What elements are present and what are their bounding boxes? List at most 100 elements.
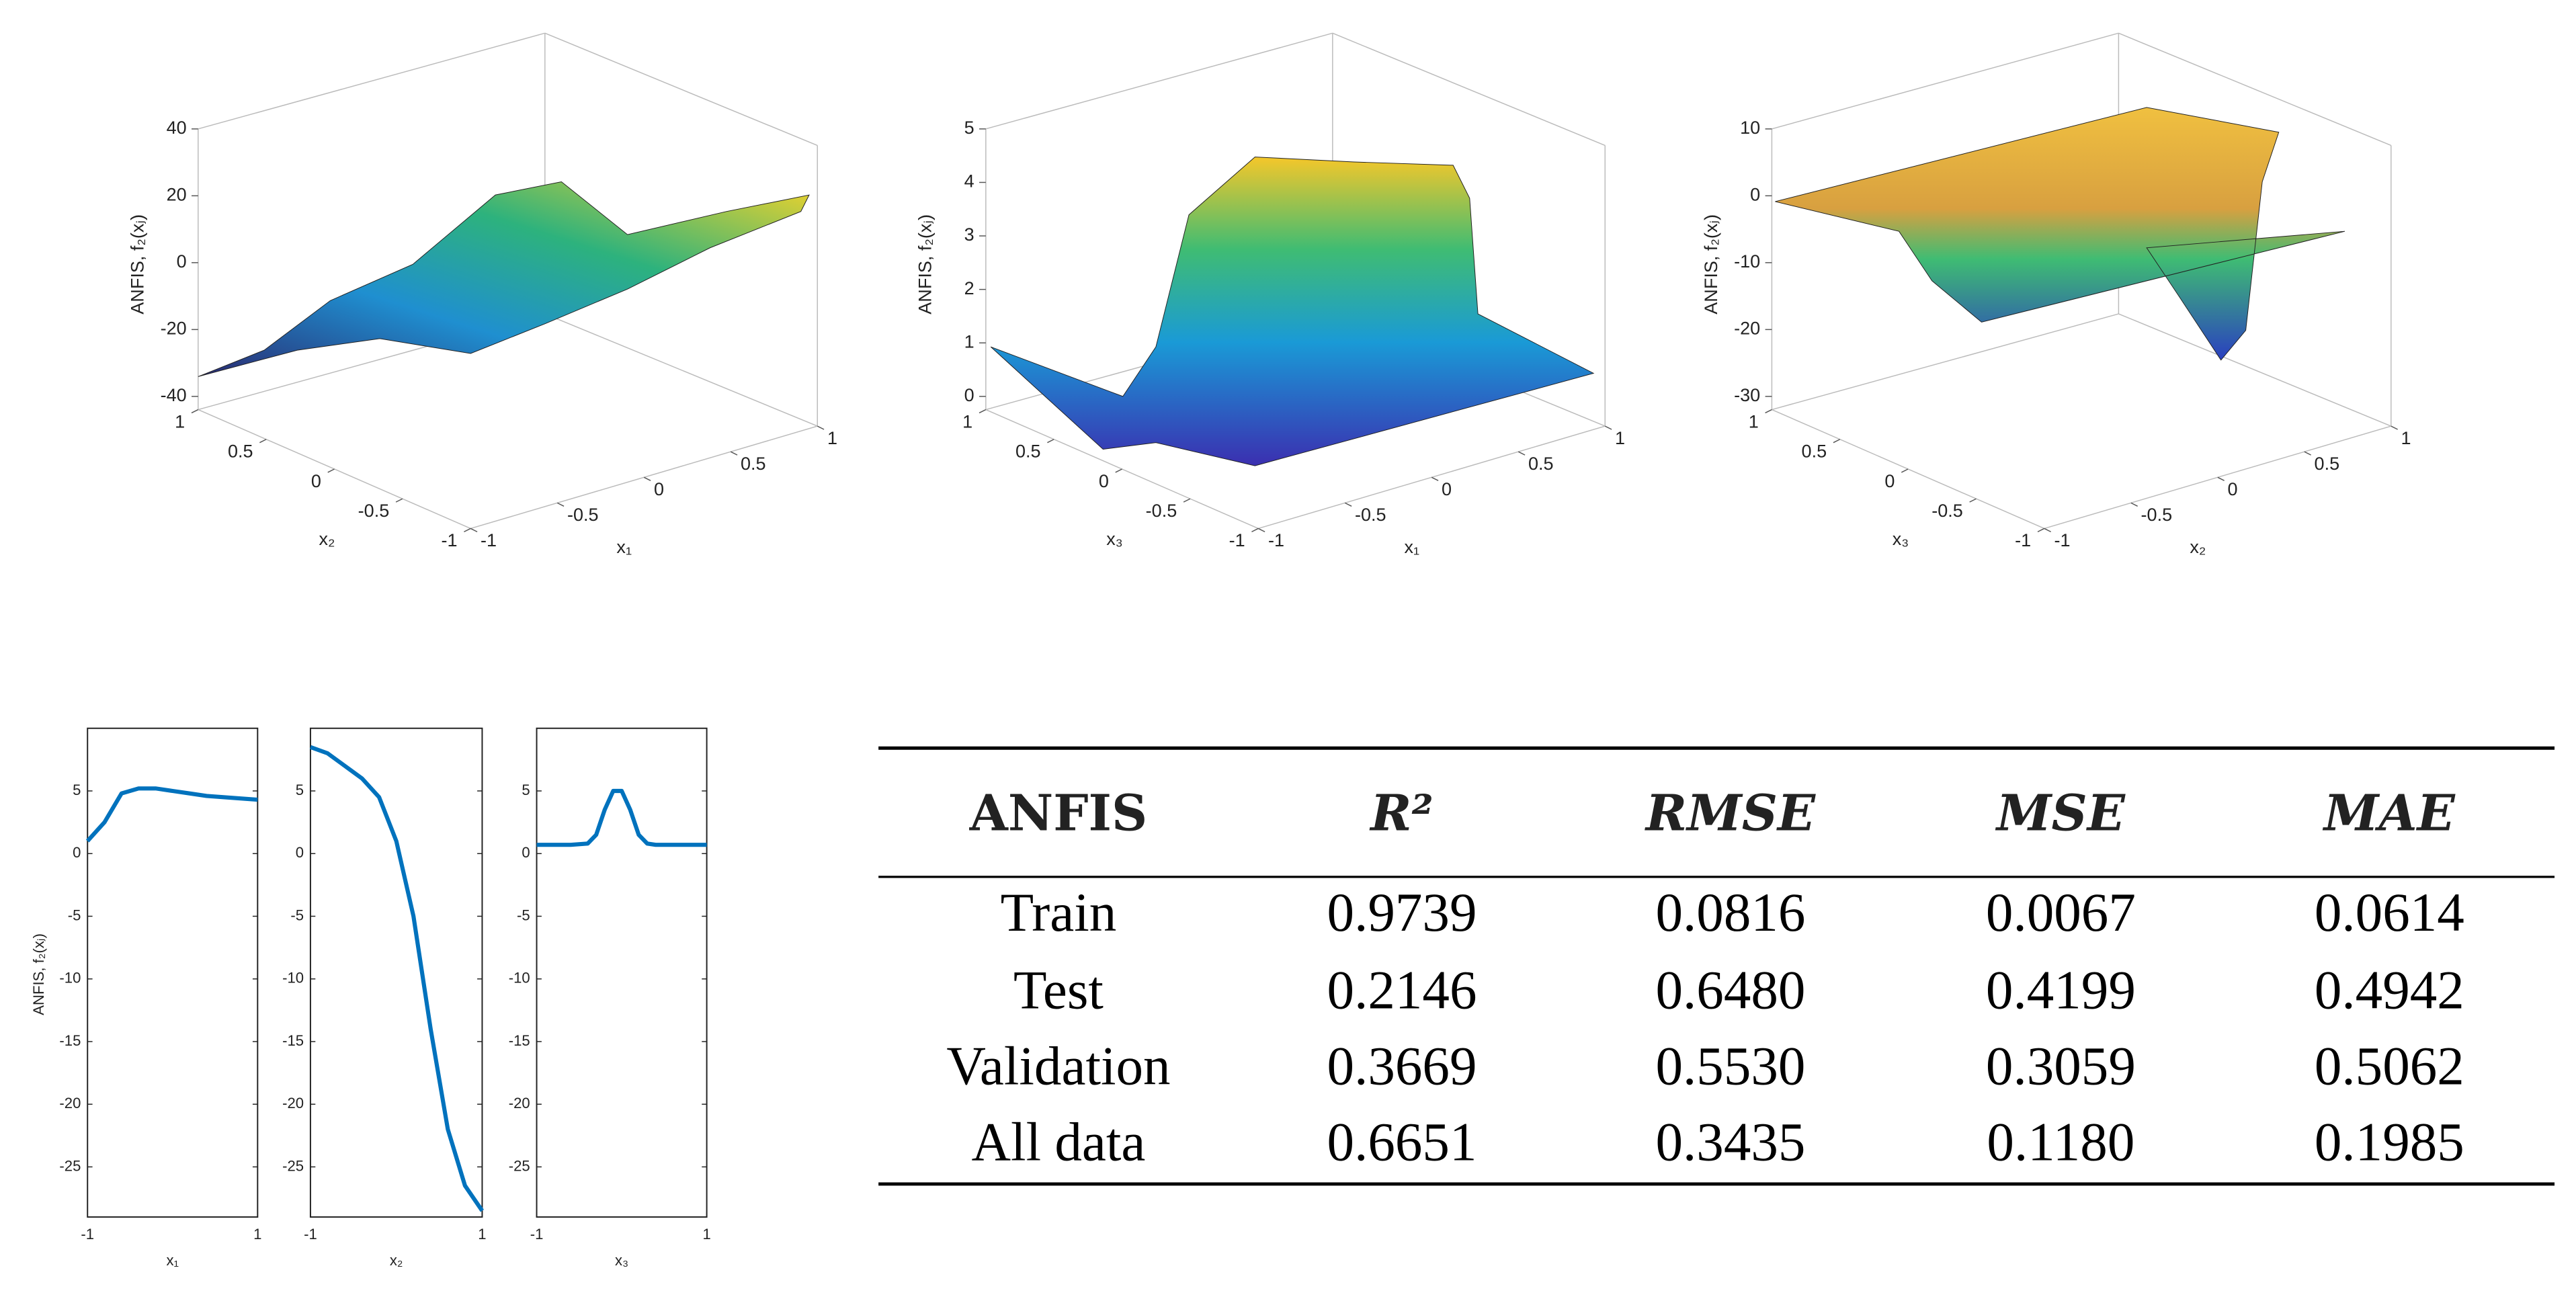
y-tick-label: 0 — [1099, 471, 1109, 491]
surface — [198, 181, 810, 377]
y-tick-label: -20 — [59, 1095, 81, 1111]
y-tick-label: 1 — [1749, 411, 1759, 431]
y-tick — [1047, 439, 1054, 444]
y-tick-label: -1 — [442, 530, 458, 550]
y-tick — [327, 468, 335, 473]
x-tick-label: 1 — [2401, 428, 2411, 448]
table-cell: 0.1180 — [1987, 1111, 2134, 1172]
x-tick — [2391, 425, 2398, 430]
y-tick-label: -10 — [282, 970, 304, 986]
table-cell: 0.1985 — [2315, 1111, 2464, 1172]
surface — [990, 157, 1595, 466]
x-tick — [2217, 476, 2225, 481]
y-axis-label: x₂ — [319, 529, 335, 549]
x-axis-label: x₁ — [616, 537, 632, 557]
y-axis-label: x₃ — [1893, 529, 1909, 549]
x-tick-label: 0.5 — [2315, 454, 2340, 474]
y-tick — [1765, 409, 1772, 414]
x-tick-label: -1 — [2054, 530, 2071, 550]
x-tick-label: 0.5 — [741, 454, 766, 474]
plot-frame — [309, 727, 483, 1218]
table-cell: 0.4199 — [1986, 960, 2136, 1020]
x-tick — [2044, 528, 2051, 533]
y-tick — [191, 409, 199, 414]
x-tick — [1257, 528, 1265, 533]
x-tick-label: 0 — [2228, 479, 2238, 499]
y-tick — [259, 439, 267, 444]
x-tick-label: -1 — [304, 1226, 317, 1243]
table-cell: 0.5530 — [1656, 1036, 1806, 1096]
line — [85, 786, 258, 843]
z-tick-label: 40 — [167, 118, 187, 138]
z-axis-label: ANFIS, f₂(xⱼ) — [1701, 214, 1721, 314]
x-tick-label: 1 — [478, 1226, 486, 1243]
x-tick-label: -1 — [1268, 530, 1284, 550]
x-tick-label: 0 — [654, 479, 664, 499]
y-tick-label: 0.5 — [1802, 442, 1827, 462]
y-tick — [1969, 498, 1977, 503]
plot-frame — [87, 727, 259, 1218]
x-tick-label: -1 — [530, 1226, 544, 1243]
table-header: R² — [1369, 784, 1434, 842]
y-tick-label: -25 — [59, 1157, 81, 1174]
table-header: ANFIS — [969, 784, 1148, 842]
z-tick-label: -40 — [161, 385, 187, 405]
axis-line — [1772, 313, 2119, 411]
z-axis-label: ANFIS, f₂(xⱼ) — [915, 214, 936, 314]
x-axis-label: x₂ — [390, 1252, 403, 1269]
x-tick — [2304, 451, 2311, 456]
table-cell: Test — [1013, 960, 1104, 1020]
table-cell: 0.6651 — [1327, 1111, 1477, 1172]
table-cell: 0.0067 — [1986, 882, 2136, 943]
table: ANFIS R² RMSE MSE MAE Train 0.9739 0.0816 0.0067… — [878, 746, 2555, 1186]
x-tick — [817, 425, 825, 430]
y-axis-label: ANFIS, f₂(xⱼ) — [30, 933, 47, 1015]
y-tick-label: 0 — [73, 844, 81, 861]
x-tick-label: 1 — [253, 1226, 261, 1243]
table-cell: 0.9739 — [1327, 882, 1477, 943]
y-tick-label: -25 — [509, 1157, 530, 1174]
table-cell: All data — [972, 1111, 1146, 1172]
table-cell: 0.5062 — [2315, 1036, 2464, 1096]
x-tick — [2130, 502, 2138, 507]
z-tick-label: 2 — [964, 278, 974, 298]
x-tick-label: -1 — [81, 1226, 94, 1243]
y-tick-label: 5 — [73, 782, 81, 798]
x-tick-label: -0.5 — [2141, 505, 2173, 525]
z-tick-label: 10 — [1740, 118, 1760, 138]
x-tick-label: 1 — [702, 1226, 710, 1243]
line — [536, 788, 707, 847]
x-tick — [730, 451, 738, 456]
x-tick — [643, 476, 651, 481]
z-tick-label: 3 — [964, 224, 974, 245]
table-cell: 0.0816 — [1656, 882, 1806, 943]
table-header: MAE — [2322, 784, 2456, 842]
y-tick-label: -20 — [509, 1095, 530, 1111]
x-axis-label: x₂ — [2190, 537, 2206, 557]
axis-line — [1332, 32, 1606, 146]
y-tick-label: -15 — [509, 1032, 530, 1049]
y-tick — [1833, 439, 1841, 444]
axis-line — [985, 32, 1333, 130]
y-axis-label: x₃ — [1106, 529, 1123, 549]
y-tick — [1115, 468, 1122, 473]
table-cell: 0.4942 — [2315, 960, 2464, 1020]
plot-frame — [536, 727, 708, 1218]
y-tick-label: -1 — [1229, 530, 1245, 550]
axis-line — [198, 409, 471, 530]
y-tick-label: 1 — [962, 411, 972, 431]
y-tick-label: -10 — [59, 970, 81, 986]
x-tick-label: 1 — [827, 428, 837, 448]
y-tick — [395, 498, 403, 503]
y-tick — [464, 528, 471, 533]
x-tick-label: 0 — [1442, 479, 1452, 499]
x-axis-label: x₁ — [1404, 537, 1419, 557]
x-tick-label: -0.5 — [1355, 505, 1386, 525]
y-tick-label: -5 — [517, 907, 530, 923]
y-tick-label: -5 — [68, 907, 81, 923]
y-tick-label: 1 — [175, 411, 185, 431]
x-axis-label: x₃ — [615, 1252, 628, 1269]
table-cell: Validation — [946, 1036, 1170, 1096]
